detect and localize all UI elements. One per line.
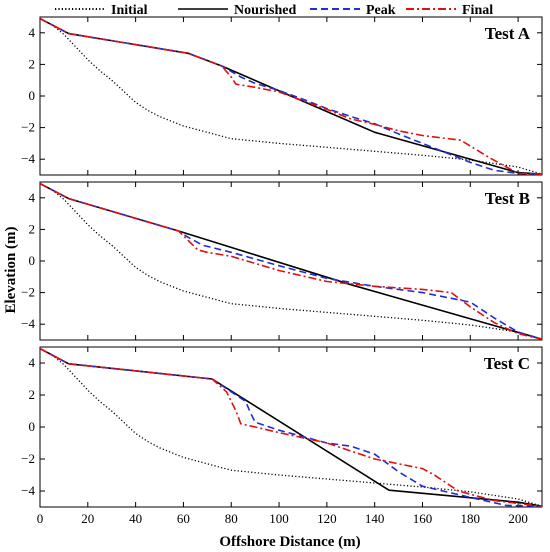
y-tick-label: 2 xyxy=(29,56,36,71)
plot-frame xyxy=(39,181,543,341)
legend-label-peak: Peak xyxy=(366,3,396,18)
panel-title: Test B xyxy=(485,189,530,208)
legend: Initial Nourished Peak Final xyxy=(55,3,493,18)
x-tick-label: 160 xyxy=(413,511,433,526)
panel-test-b: 4 2 0 −2 −4 Test B xyxy=(21,181,543,341)
x-tick-label: 180 xyxy=(461,511,481,526)
panel-title: Test C xyxy=(484,354,530,373)
x-tick-label: 20 xyxy=(81,511,94,526)
legend-label-initial: Initial xyxy=(111,3,148,18)
panel-test-a: 4 2 0 −2 −4 Test A xyxy=(21,16,543,176)
y-axis-label: Elevation (m) xyxy=(3,226,19,313)
x-tick-label: 80 xyxy=(225,511,238,526)
legend-label-final: Final xyxy=(462,3,493,18)
x-tick-label: 100 xyxy=(269,511,289,526)
x-axis-label: Offshore Distance (m) xyxy=(219,534,360,550)
y-tick-label: 0 xyxy=(29,253,36,268)
x-tick-label: 60 xyxy=(177,511,190,526)
y-tick-label: −2 xyxy=(21,120,35,135)
x-tick-label: 120 xyxy=(317,511,337,526)
y-tick-label: −4 xyxy=(21,151,35,166)
x-tick-label: 40 xyxy=(129,511,142,526)
series-line-final xyxy=(40,182,542,340)
x-tick-label: 140 xyxy=(365,511,385,526)
y-tick-label: −2 xyxy=(21,285,35,300)
y-tick-label: 2 xyxy=(29,221,36,236)
series-line-nourished xyxy=(40,347,542,507)
series-line-final xyxy=(40,17,542,175)
y-tick-label: −4 xyxy=(21,316,35,331)
legend-label-nourished: Nourished xyxy=(234,3,296,18)
y-tick-label: 0 xyxy=(29,419,36,434)
y-tick-label: −4 xyxy=(21,483,35,498)
y-tick-label: −2 xyxy=(21,451,35,466)
series-line-initial xyxy=(40,183,542,340)
series-line-initial xyxy=(40,348,542,507)
series-line-nourished xyxy=(40,182,542,340)
panel-title: Test A xyxy=(485,24,531,43)
series-line-peak xyxy=(40,182,542,340)
x-tick-label: 200 xyxy=(508,511,528,526)
x-tick-label: 0 xyxy=(37,511,44,526)
series-line-final xyxy=(40,347,542,507)
y-tick-label: 4 xyxy=(29,25,36,40)
series-line-peak xyxy=(40,347,542,507)
series-line-initial xyxy=(40,18,542,175)
plot-frame xyxy=(39,346,543,508)
y-tick-label: 0 xyxy=(29,88,36,103)
y-tick-label: 4 xyxy=(29,355,36,370)
y-tick-label: 4 xyxy=(29,190,36,205)
y-tick-label: 2 xyxy=(29,387,36,402)
